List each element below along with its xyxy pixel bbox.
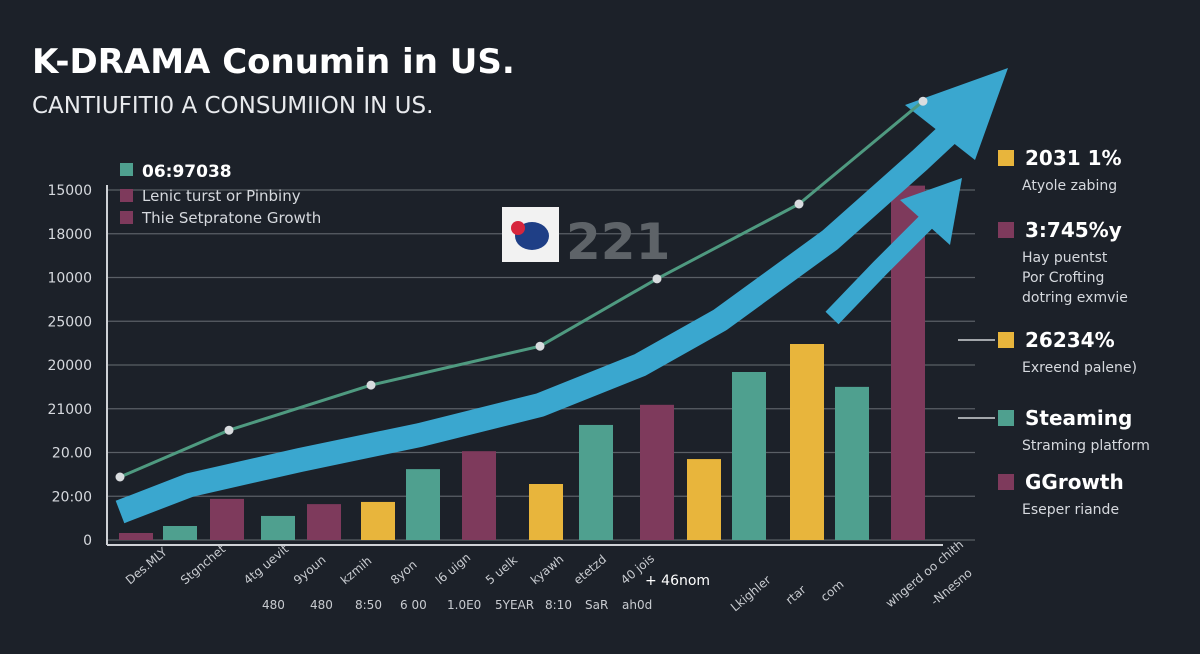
bar xyxy=(790,344,824,540)
line-point xyxy=(224,425,234,435)
x-tick-label: 4tg uevit xyxy=(241,542,292,588)
legend-label: Thie Setpratone Growth xyxy=(141,209,321,227)
line-point xyxy=(535,341,545,351)
x-tick-label: 8:50 xyxy=(355,598,382,612)
right-legend-desc: Straming platform xyxy=(1022,438,1150,454)
bar xyxy=(687,459,721,540)
x-tick-label: l6 uign xyxy=(433,550,473,587)
bar xyxy=(261,515,295,540)
x-tick-label: 6 00 xyxy=(400,598,427,612)
x-tick-label: + 46nom xyxy=(645,573,710,589)
legend-label: Lenic turst or Pinbiny xyxy=(142,187,301,205)
bar xyxy=(732,372,766,540)
bar xyxy=(307,504,341,540)
line-point xyxy=(366,380,376,390)
right-legend-value: 26234% xyxy=(1025,328,1115,352)
legend-label: 06:97038 xyxy=(142,162,232,182)
x-tick-label: Stgnchet xyxy=(178,542,228,588)
x-tick-label: 8:10 xyxy=(545,598,572,612)
x-tick-label: 1.0E0 xyxy=(447,598,481,612)
right-legend-swatch xyxy=(998,474,1014,490)
line-series xyxy=(115,96,928,482)
right-legend-swatch xyxy=(998,410,1014,426)
x-tick-label: 5YEAR xyxy=(495,598,534,612)
x-tick-label: kzmih xyxy=(338,554,374,588)
bar xyxy=(640,404,674,540)
line-point xyxy=(918,96,928,106)
y-tick-label: 20.00 xyxy=(52,446,92,462)
right-legend-swatch xyxy=(998,150,1014,166)
badge-number: 221 xyxy=(566,213,670,271)
x-tick-label: 8yon xyxy=(388,557,420,587)
x-tick-label: kyawh xyxy=(528,552,566,587)
chart-title: K-DRAMA Conumin in US. xyxy=(32,42,515,82)
y-tick-label: 18000 xyxy=(47,227,92,243)
right-legend-value: 2031 1% xyxy=(1025,146,1122,170)
x-tick-label: Lkighler xyxy=(728,573,774,615)
x-tick-label: whgerd oo chith xyxy=(883,537,966,610)
right-legend-desc: Atyole zabing xyxy=(1022,178,1117,194)
right-legend-swatch xyxy=(998,222,1014,238)
bar xyxy=(119,533,153,540)
right-legend-swatch xyxy=(998,332,1014,348)
x-axis-ticks: Des.MLY Stgnchet 4tg uevit 9youn kzmih 8yon l6… xyxy=(123,537,975,614)
korea-map-red-icon xyxy=(511,221,525,235)
right-legend-desc: Exreend palene) xyxy=(1022,360,1137,376)
x-tick-label: ah0d xyxy=(622,598,652,612)
x-tick-label: etetzd xyxy=(571,552,609,587)
bar xyxy=(579,424,613,540)
line-point xyxy=(115,472,125,482)
legend-swatch xyxy=(120,211,133,224)
legend-swatch xyxy=(120,189,133,202)
chart-subtitle: CANTIUFITI0 A CONSUMIION IN US. xyxy=(32,93,433,119)
bar xyxy=(529,484,563,540)
y-tick-label: 0 xyxy=(83,533,92,549)
right-legend: 2031 1% Atyole zabing 3:745%y Hay puentst Po… xyxy=(958,146,1150,518)
line-point xyxy=(652,274,662,284)
right-legend-desc: Hay puentst xyxy=(1022,250,1108,266)
legend: 06:97038 Lenic turst or Pinbiny Thie Set… xyxy=(120,162,321,227)
y-tick-label: 10000 xyxy=(47,271,92,287)
bar xyxy=(835,386,869,540)
bar xyxy=(361,501,395,540)
y-axis-ticks: 0 20:00 20.00 21000 20000 25000 10000 18000 1500… xyxy=(47,183,92,549)
x-tick-label: com xyxy=(818,577,847,604)
y-tick-label: 25000 xyxy=(47,314,92,330)
right-legend-desc: Por Crofting xyxy=(1022,270,1104,286)
x-tick-label: 5 uelk xyxy=(483,553,520,587)
right-legend-value: Steaming xyxy=(1025,406,1132,430)
bar xyxy=(210,498,244,540)
x-tick-label: 480 xyxy=(310,598,333,612)
y-tick-label: 21000 xyxy=(47,402,92,418)
x-tick-label: 9youn xyxy=(291,553,329,588)
bar xyxy=(462,451,496,540)
x-tick-label: 480 xyxy=(262,598,285,612)
bar xyxy=(163,526,197,540)
right-legend-desc: dotring exmvie xyxy=(1022,290,1128,306)
right-legend-desc: Eseper riande xyxy=(1022,502,1119,518)
gridlines xyxy=(107,189,975,541)
trend-arrow-small xyxy=(825,178,962,325)
y-tick-label: 20:00 xyxy=(52,489,92,505)
y-tick-label: 20000 xyxy=(47,358,92,374)
y-tick-label: 15000 xyxy=(47,183,92,199)
bar xyxy=(406,469,440,540)
x-tick-label: Des.MLY xyxy=(123,544,170,587)
right-legend-value: 3:745%y xyxy=(1025,218,1122,242)
legend-swatch xyxy=(120,163,133,176)
x-tick-label: rtar xyxy=(783,582,809,607)
bars xyxy=(119,185,925,540)
x-tick-label: SaR xyxy=(585,598,608,612)
line-point xyxy=(794,199,804,209)
right-legend-value: GGrowth xyxy=(1025,470,1124,494)
trend-arrow-large xyxy=(115,68,1008,524)
